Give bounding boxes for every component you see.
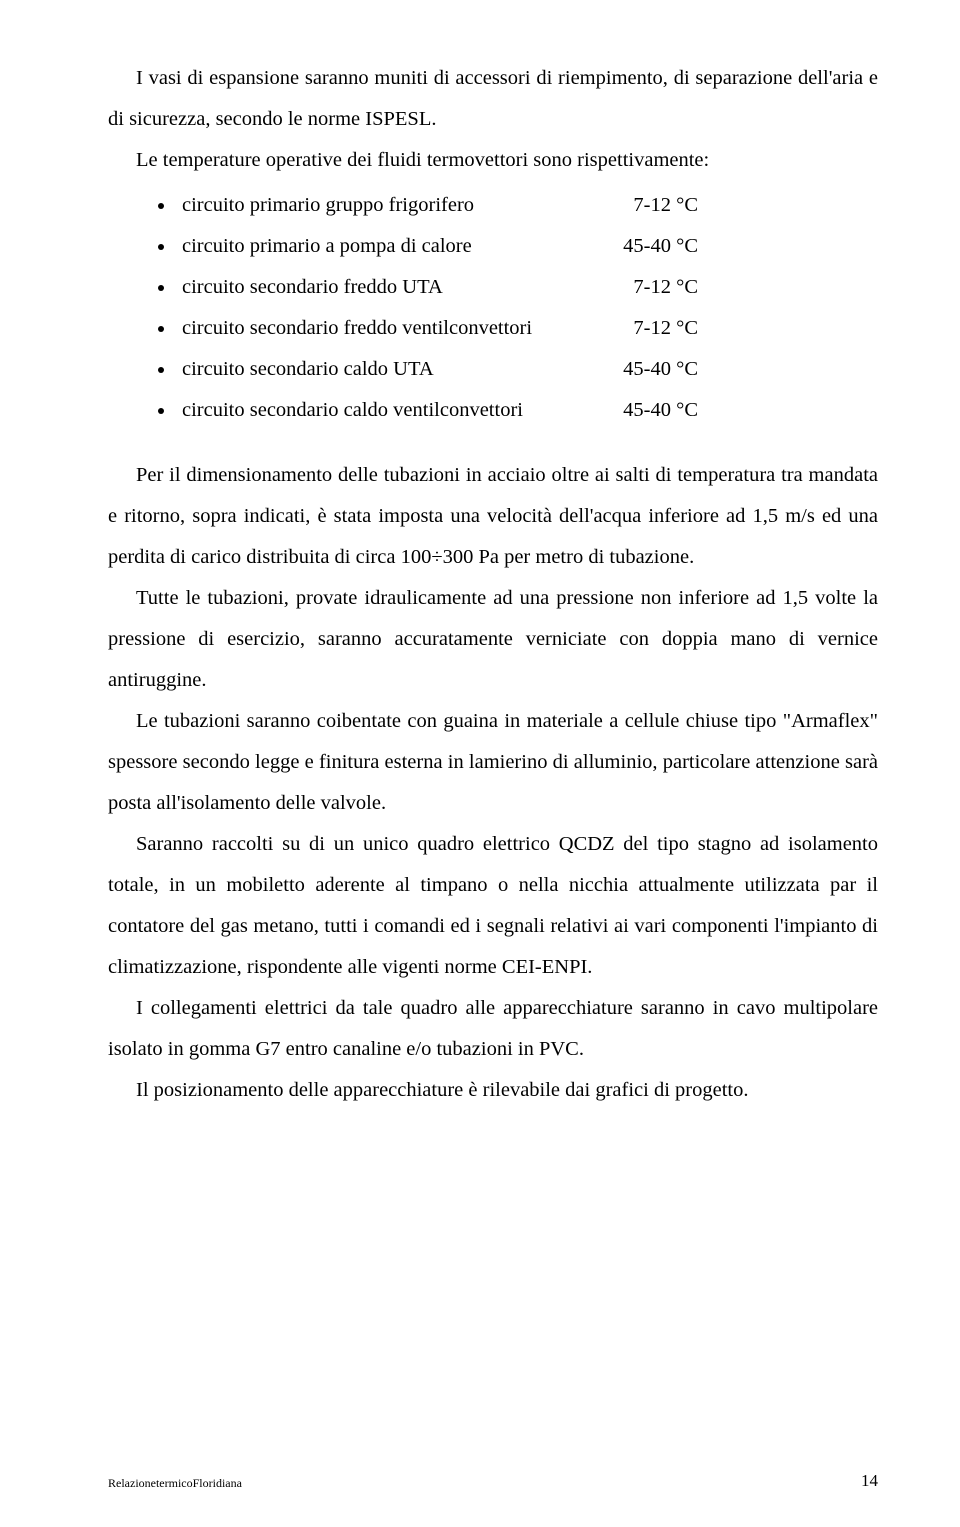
list-item-label: circuito primario a pompa di calore [182, 226, 472, 267]
footer-document-name: RelazionetermicoFloridiana [108, 1476, 242, 1491]
paragraph: I vasi di espansione saranno muniti di a… [108, 58, 878, 140]
temperature-list: circuito primario gruppo frigorifero 7-1… [108, 185, 878, 431]
document-page: I vasi di espansione saranno muniti di a… [0, 0, 960, 1527]
list-item-value: 45-40 °C [623, 226, 878, 267]
paragraph: Per il dimensionamento delle tubazioni i… [108, 455, 878, 578]
list-item-label: circuito primario gruppo frigorifero [182, 185, 474, 226]
list-item-value: 7-12 °C [633, 267, 878, 308]
list-item-value: 7-12 °C [633, 308, 878, 349]
list-item-label: circuito secondario caldo ventilconvetto… [182, 390, 523, 431]
list-item: circuito secondario caldo ventilconvetto… [176, 390, 878, 431]
list-item: circuito secondario caldo UTA 45-40 °C [176, 349, 878, 390]
paragraph: Le temperature operative dei fluidi term… [108, 140, 878, 181]
list-item-label: circuito secondario freddo UTA [182, 267, 443, 308]
list-item-label: circuito secondario caldo UTA [182, 349, 434, 390]
list-item: circuito primario a pompa di calore 45-4… [176, 226, 878, 267]
paragraph: Saranno raccolti su di un unico quadro e… [108, 824, 878, 988]
page-footer: RelazionetermicoFloridiana 14 [108, 1471, 878, 1491]
list-item-value: 7-12 °C [633, 185, 878, 226]
list-item: circuito primario gruppo frigorifero 7-1… [176, 185, 878, 226]
paragraph: Tutte le tubazioni, provate idraulicamen… [108, 578, 878, 701]
list-item-value: 45-40 °C [623, 390, 878, 431]
list-item: circuito secondario freddo ventilconvett… [176, 308, 878, 349]
list-item-label: circuito secondario freddo ventilconvett… [182, 308, 532, 349]
paragraph: Il posizionamento delle apparecchiature … [108, 1070, 878, 1111]
list-item-value: 45-40 °C [623, 349, 878, 390]
paragraph: Le tubazioni saranno coibentate con guai… [108, 701, 878, 824]
paragraph: I collegamenti elettrici da tale quadro … [108, 988, 878, 1070]
list-item: circuito secondario freddo UTA 7-12 °C [176, 267, 878, 308]
footer-page-number: 14 [861, 1471, 878, 1491]
